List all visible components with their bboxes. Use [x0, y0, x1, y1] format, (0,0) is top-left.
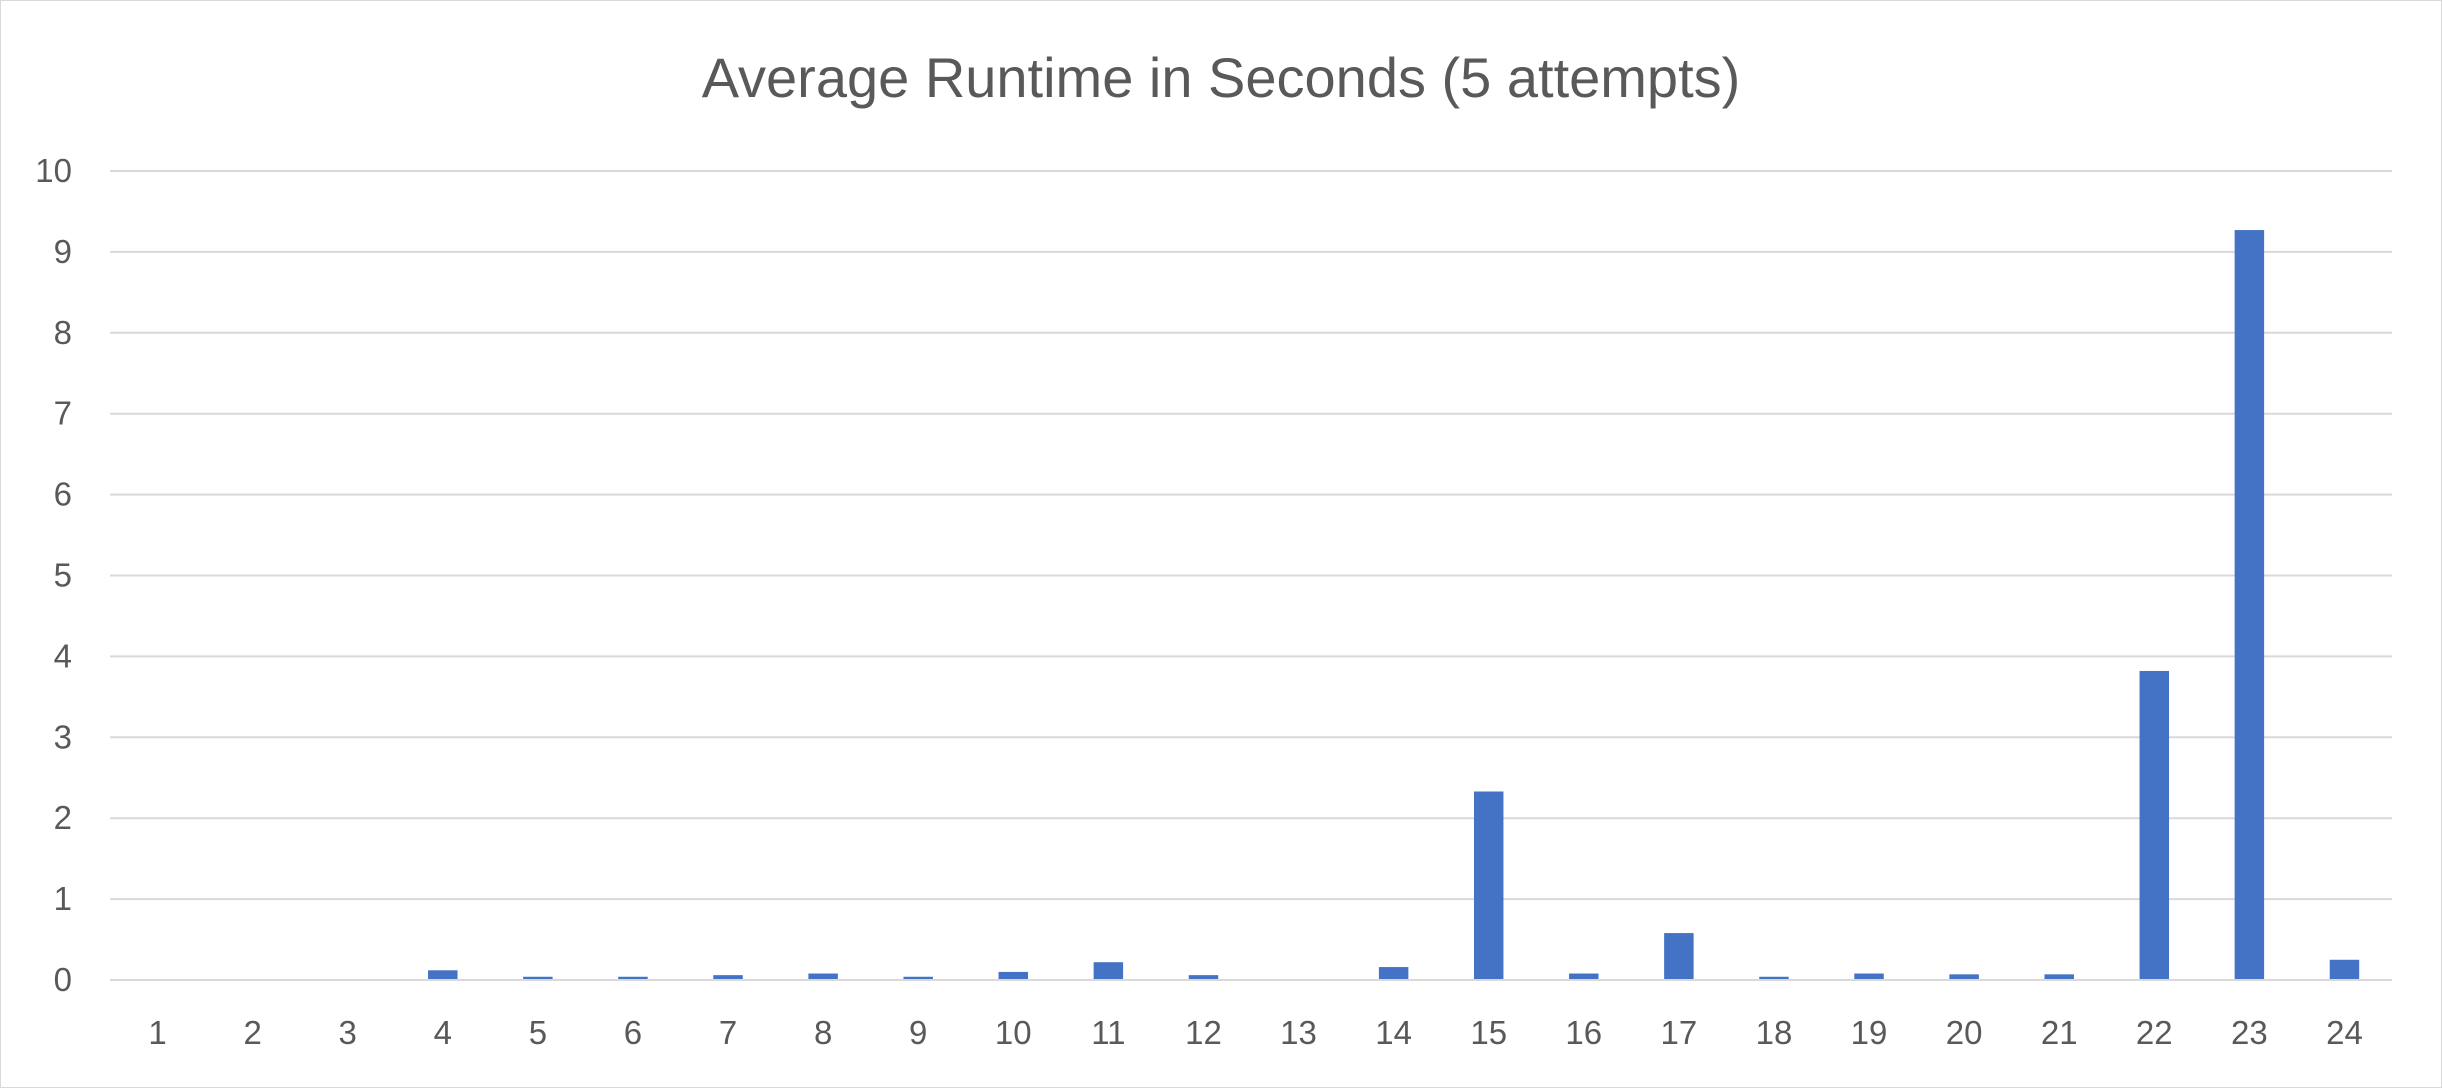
gridlines — [110, 170, 2392, 901]
x-tick-label: 22 — [2136, 1014, 2173, 1051]
bar-12 — [1188, 975, 1219, 980]
bar-19 — [1854, 973, 1884, 980]
x-tick-label: 4 — [434, 1014, 452, 1051]
x-tick-label: 1 — [148, 1014, 166, 1051]
bar-15 — [1473, 791, 1504, 980]
x-tick-label: 3 — [339, 1014, 357, 1051]
x-axis-tick-labels: 1 2 3 4 5 6 7 8 9 10 11 12 13 14 15 16 17 18 19 20 21 22 23 24 — [148, 1014, 2362, 1051]
y-tick-label: 2 — [54, 799, 72, 836]
x-tick-label: 24 — [2326, 1014, 2363, 1051]
bar-9 — [903, 976, 933, 980]
y-tick-label: 0 — [54, 961, 72, 998]
x-tick-label: 9 — [909, 1014, 927, 1051]
x-tick-label: 2 — [243, 1014, 261, 1051]
x-tick-label: 17 — [1661, 1014, 1698, 1051]
y-axis-tick-labels: 0 1 2 3 4 5 6 7 8 9 10 — [35, 152, 72, 998]
bar-4 — [428, 970, 458, 980]
bars — [428, 230, 2360, 980]
bar-21 — [2044, 974, 2074, 980]
x-tick-label: 7 — [719, 1014, 737, 1051]
bar-11 — [1093, 962, 1124, 980]
x-tick-label: 16 — [1565, 1014, 1602, 1051]
x-tick-label: 6 — [624, 1014, 642, 1051]
bar-14 — [1378, 967, 1409, 980]
bar-23 — [2234, 230, 2265, 980]
chart-title: Average Runtime in Seconds (5 attempts) — [701, 46, 1741, 109]
x-tick-label: 18 — [1756, 1014, 1793, 1051]
bar-7 — [713, 975, 743, 980]
bar-16 — [1569, 973, 1599, 980]
x-tick-label: 15 — [1470, 1014, 1507, 1051]
bar-5 — [523, 976, 553, 980]
bar-24 — [2329, 959, 2360, 980]
bar-8 — [808, 973, 838, 980]
x-tick-label: 19 — [1851, 1014, 1888, 1051]
y-tick-label: 1 — [54, 880, 72, 917]
y-tick-label: 5 — [54, 557, 72, 594]
x-tick-label: 5 — [529, 1014, 547, 1051]
y-tick-label: 4 — [54, 637, 72, 674]
y-tick-label: 7 — [54, 395, 72, 432]
bar-20 — [1949, 974, 1979, 980]
bar-18 — [1759, 976, 1789, 980]
bar-6 — [618, 976, 648, 980]
x-tick-label: 14 — [1375, 1014, 1412, 1051]
x-tick-label: 20 — [1946, 1014, 1983, 1051]
x-tick-label: 10 — [995, 1014, 1032, 1051]
x-tick-label: 12 — [1185, 1014, 1222, 1051]
y-tick-label: 8 — [54, 314, 72, 351]
y-tick-label: 6 — [54, 476, 72, 513]
x-tick-label: 8 — [814, 1014, 832, 1051]
y-tick-label: 9 — [54, 233, 72, 270]
y-tick-label: 3 — [54, 718, 72, 755]
bar-10 — [998, 971, 1029, 980]
x-tick-label: 11 — [1091, 1014, 1125, 1051]
bar-17 — [1664, 933, 1694, 980]
bar-22 — [2139, 670, 2170, 980]
y-tick-label: 10 — [35, 152, 72, 189]
x-tick-label: 13 — [1280, 1014, 1317, 1051]
x-tick-label: 21 — [2041, 1014, 2078, 1051]
x-tick-label: 23 — [2231, 1014, 2268, 1051]
